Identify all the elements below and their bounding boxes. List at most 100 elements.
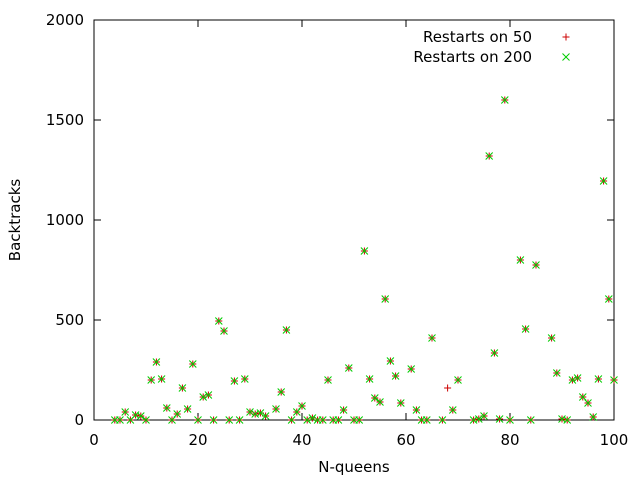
- data-point: [454, 376, 462, 384]
- data-point: [506, 416, 514, 424]
- data-point: [407, 365, 416, 373]
- data-point: [604, 295, 613, 303]
- data-point: [438, 416, 447, 424]
- y-tick-label: 1000: [46, 211, 84, 229]
- data-point: [485, 152, 494, 160]
- data-point: [516, 256, 525, 264]
- data-point: [500, 96, 509, 104]
- data-point: [521, 325, 530, 333]
- data-point: [272, 405, 280, 413]
- legend-marker-1: [562, 33, 570, 41]
- y-tick-label: 1500: [46, 111, 84, 129]
- data-point: [318, 416, 327, 424]
- data-point: [396, 399, 405, 407]
- data-point: [444, 384, 452, 392]
- x-tick-label: 0: [89, 431, 99, 449]
- data-point: [194, 416, 202, 424]
- data-point: [225, 416, 234, 424]
- data-point: [344, 364, 353, 372]
- x-tick-label: 80: [500, 431, 519, 449]
- data-point: [412, 406, 421, 414]
- data-point: [474, 415, 483, 423]
- y-tick-label: 2000: [46, 11, 84, 29]
- data-point: [147, 376, 156, 384]
- data-point: [136, 412, 145, 420]
- data-point: [480, 412, 488, 420]
- data-point: [287, 416, 296, 424]
- data-point: [355, 416, 364, 424]
- series-2-points: [110, 96, 618, 424]
- data-point: [121, 408, 130, 416]
- data-point: [292, 408, 301, 416]
- data-point: [578, 393, 587, 401]
- data-point: [204, 391, 213, 399]
- data-point: [589, 413, 598, 421]
- x-tick-label: 100: [600, 431, 629, 449]
- data-point: [188, 360, 197, 368]
- data-point: [240, 375, 249, 383]
- data-point: [142, 416, 150, 424]
- data-point: [152, 358, 161, 366]
- data-point: [214, 317, 223, 325]
- x-axis-label: N-queens: [318, 458, 390, 476]
- data-point: [168, 416, 176, 424]
- x-tick-label: 60: [396, 431, 415, 449]
- data-point: [157, 375, 166, 383]
- data-point: [495, 415, 504, 423]
- data-point: [183, 405, 192, 413]
- data-point: [573, 374, 582, 382]
- data-point: [303, 416, 312, 424]
- data-point: [610, 376, 618, 384]
- data-point: [324, 376, 332, 384]
- data-point: [298, 402, 306, 410]
- data-point: [339, 406, 348, 414]
- data-point: [526, 416, 535, 424]
- data-points: [110, 96, 618, 424]
- data-point: [370, 394, 379, 402]
- data-point: [599, 177, 608, 185]
- data-point: [365, 375, 374, 383]
- data-point: [360, 247, 369, 255]
- data-point: [199, 393, 208, 401]
- data-point: [178, 384, 187, 392]
- data-point: [282, 326, 291, 334]
- data-point: [209, 416, 218, 424]
- data-point: [308, 414, 317, 422]
- plot-frame: [93, 19, 615, 421]
- data-point: [162, 404, 171, 412]
- data-point: [490, 349, 499, 357]
- data-point: [230, 377, 239, 385]
- legend-label-1: Restarts on 50: [423, 28, 532, 46]
- y-tick-label: 0: [74, 411, 84, 429]
- data-point: [422, 416, 431, 424]
- data-point: [448, 406, 457, 414]
- data-point: [381, 295, 390, 303]
- legend-label-2: Restarts on 200: [413, 48, 532, 66]
- data-point: [246, 408, 254, 416]
- data-point: [334, 416, 343, 424]
- data-point: [235, 416, 244, 424]
- data-point: [173, 410, 182, 418]
- data-point: [552, 369, 561, 377]
- data-point: [277, 388, 286, 396]
- series-1-points: [111, 96, 618, 424]
- data-point: [376, 398, 384, 406]
- legend-marker-2: [562, 53, 570, 61]
- y-axis-label: Backtracks: [6, 179, 24, 262]
- data-point: [261, 412, 270, 420]
- data-point: [220, 327, 228, 335]
- legend: Restarts on 50 Restarts on 200: [413, 28, 570, 66]
- x-tick-label: 20: [188, 431, 207, 449]
- data-point: [532, 261, 540, 269]
- data-point: [547, 334, 556, 342]
- data-point: [594, 375, 603, 383]
- data-point: [563, 416, 572, 424]
- data-point: [386, 357, 395, 365]
- data-point: [256, 409, 265, 417]
- data-point: [116, 416, 124, 424]
- data-point: [428, 334, 436, 342]
- data-point: [568, 376, 577, 384]
- y-tick-label: 500: [55, 311, 84, 329]
